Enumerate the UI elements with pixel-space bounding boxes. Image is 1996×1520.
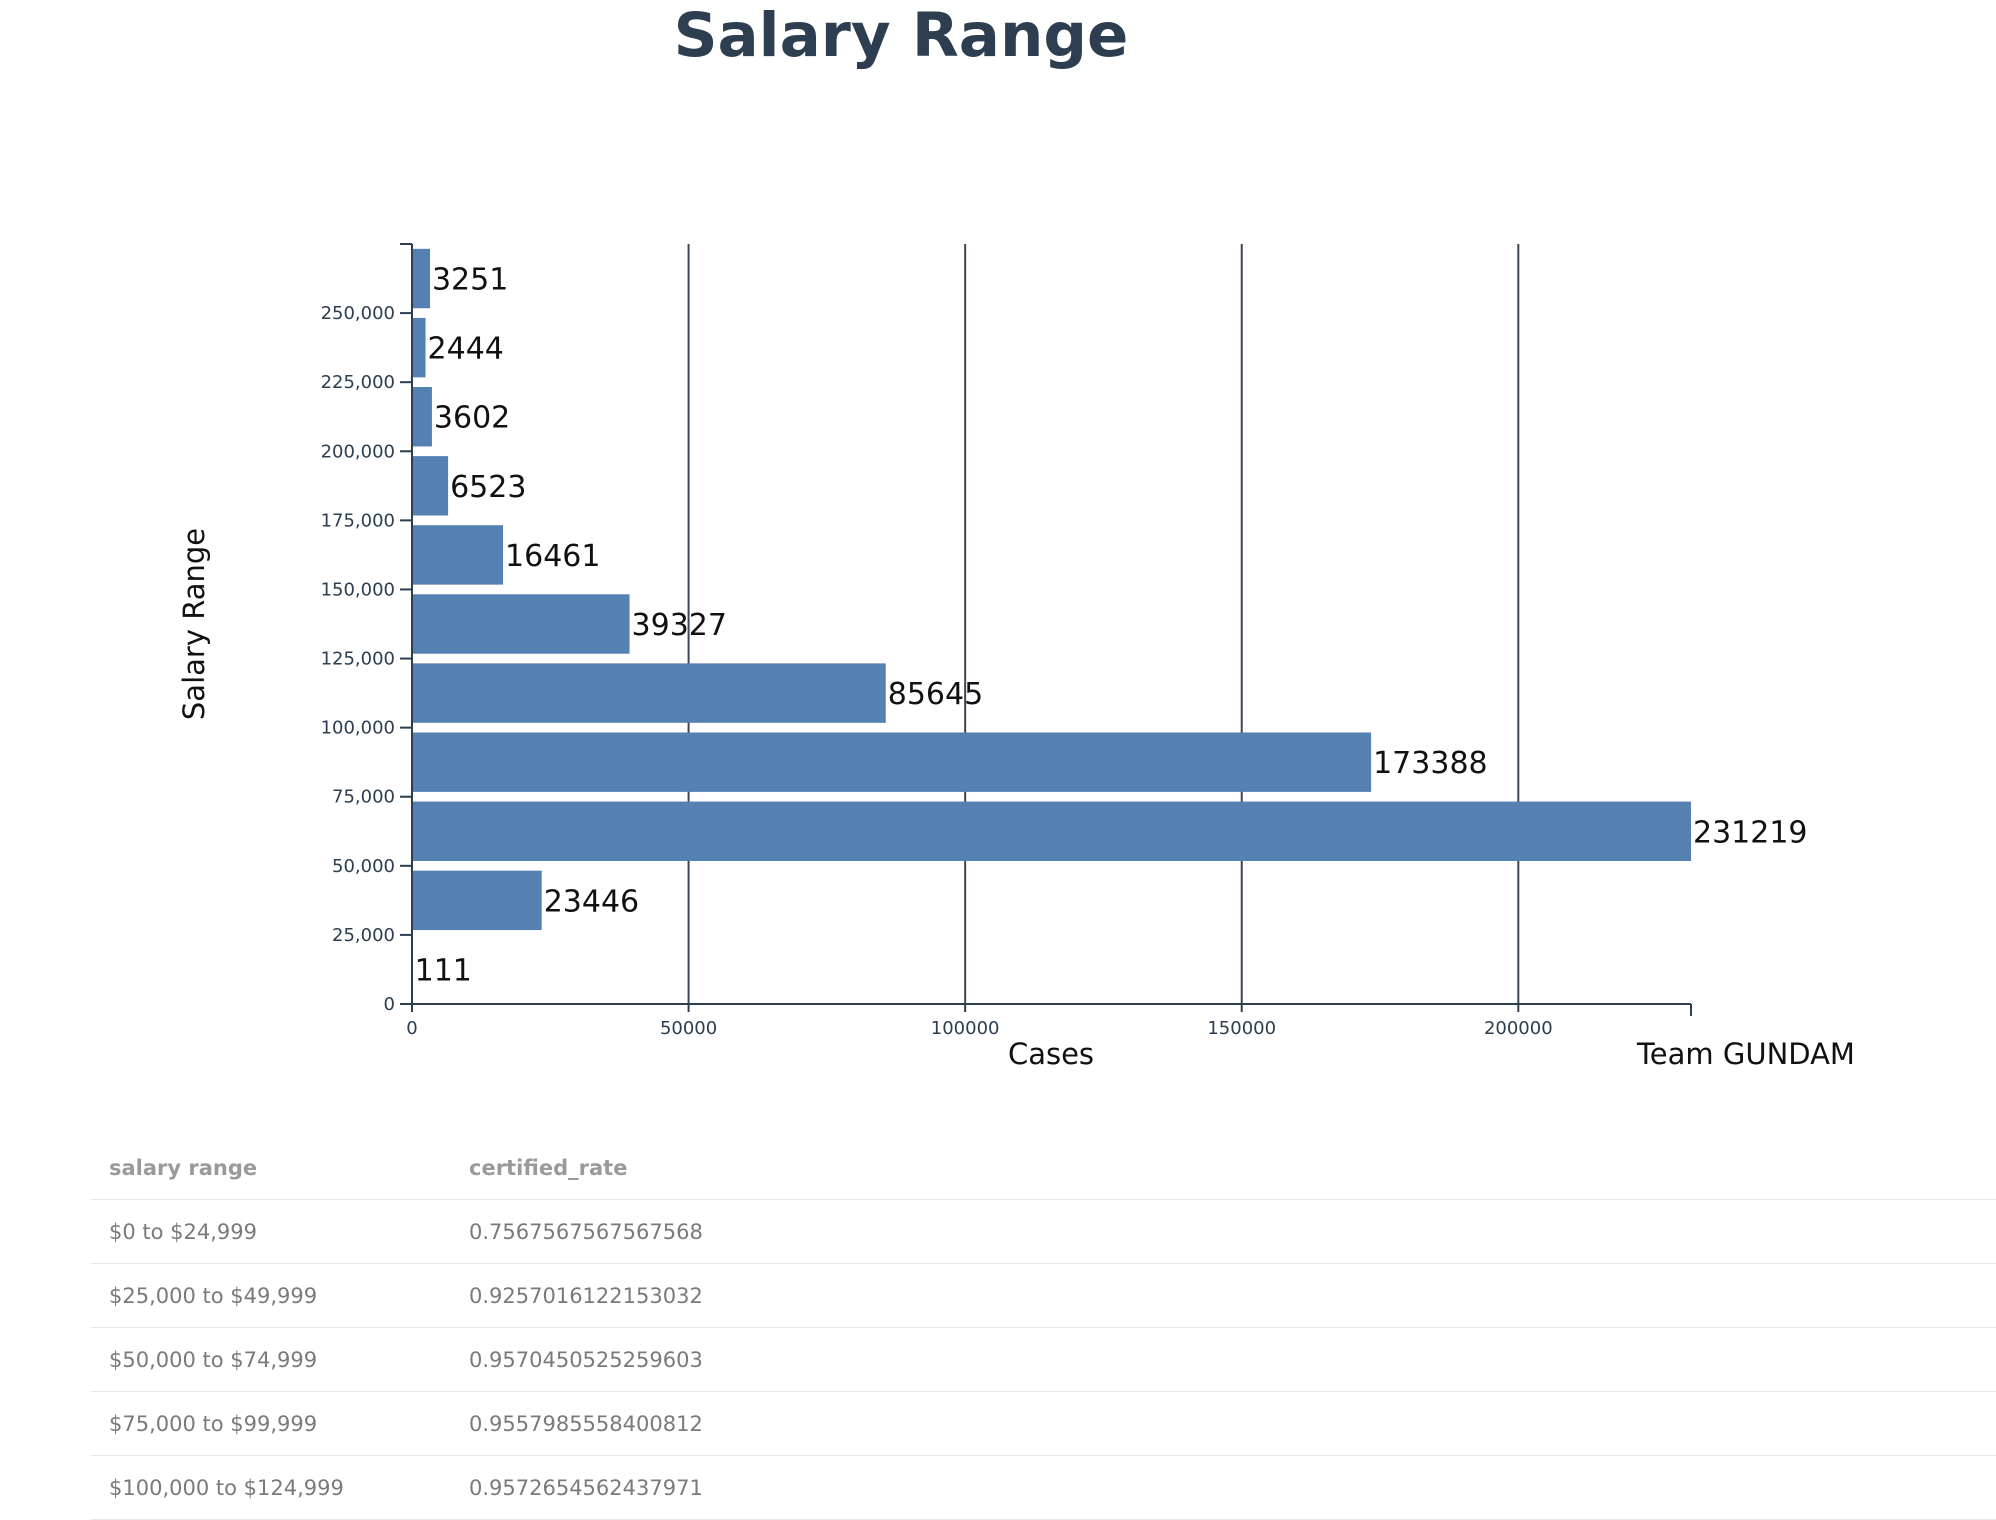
bar-value-label: 39327 <box>632 608 727 643</box>
bar <box>412 801 1691 861</box>
bar-value-label: 23446 <box>544 884 639 919</box>
bar <box>412 317 426 378</box>
axes: 0 50000 100000 150000 200000 0 25,000 50,000 75,… <box>321 243 1692 1039</box>
column-header-certified-rate: certified_rate <box>451 1136 1996 1200</box>
bar-value-label: 3602 <box>434 401 510 436</box>
y-tick-label: 75,000 <box>332 787 395 808</box>
salary-range-cell: $100,000 to $124,999 <box>91 1455 451 1520</box>
bar-value-label: 231219 <box>1693 815 1808 850</box>
x-tick-label: 200000 <box>1484 1018 1553 1039</box>
y-tick-label: 200,000 <box>321 441 395 462</box>
x-tick-label: 0 <box>406 1018 417 1039</box>
bar <box>412 870 542 931</box>
salary-range-cell: $0 to $24,999 <box>91 1199 451 1264</box>
y-tick-label: 175,000 <box>321 510 395 531</box>
bar-value-label: 16461 <box>505 539 600 574</box>
page-title: Salary Range <box>673 0 1129 71</box>
y-tick-label: 250,000 <box>321 303 395 324</box>
y-tick-label: 0 <box>384 994 395 1015</box>
bar-value-label: 111 <box>415 953 472 988</box>
table-row: $50,000 to $74,999 0.9570450525259603 <box>91 1327 1996 1392</box>
bar-value-label: 85645 <box>888 677 983 712</box>
y-tick-label: 150,000 <box>321 579 395 600</box>
table-row: $0 to $24,999 0.7567567567567568 <box>91 1199 1996 1264</box>
y-tick-label: 125,000 <box>321 649 395 670</box>
salary-range-cell: $25,000 to $49,999 <box>91 1263 451 1328</box>
y-tick-label: 50,000 <box>332 856 395 877</box>
bar <box>412 456 449 516</box>
x-tick-label: 150000 <box>1207 1018 1276 1039</box>
certified-rate-cell: 0.9572654562437971 <box>451 1455 1996 1520</box>
x-axis-title: Cases <box>1008 1037 1094 1071</box>
bar <box>412 663 886 723</box>
salary-range-cell: $50,000 to $74,999 <box>91 1327 451 1392</box>
certified-rate-cell: 0.9570450525259603 <box>451 1327 1996 1392</box>
certified-rate-table: salary range certified_rate $0 to $24,99… <box>91 1136 1996 1520</box>
bar-value-label: 6523 <box>450 470 526 505</box>
certified-rate-cell: 0.7567567567567568 <box>451 1199 1996 1264</box>
grid-lines <box>687 244 1520 1004</box>
x-tick-label: 50000 <box>660 1018 717 1039</box>
column-header-salary-range: salary range <box>91 1136 451 1200</box>
bar-value-label: 173388 <box>1373 746 1488 781</box>
bar <box>412 387 432 447</box>
table-header-row: salary range certified_rate <box>91 1136 1996 1200</box>
bar <box>412 732 1372 792</box>
bar <box>412 594 630 654</box>
bar <box>412 525 504 585</box>
y-axis-title: Salary Range <box>177 528 211 720</box>
table-row: $100,000 to $124,999 0.9572654562437971 <box>91 1455 1996 1520</box>
certified-rate-cell: 0.9257016122153032 <box>451 1263 1996 1328</box>
certified-rate-cell: 0.9557985558400812 <box>451 1391 1996 1456</box>
data-labels: 111 23446 231219 173388 85645 39327 16461 6523 3… <box>415 263 1808 989</box>
bars <box>412 248 1691 1000</box>
y-tick-label: 225,000 <box>321 372 395 393</box>
y-tick-label: 100,000 <box>321 718 395 739</box>
bar-value-label: 2444 <box>428 332 504 367</box>
salary-range-bar-chart: 0 50000 100000 150000 200000 0 25,000 50,000 75,… <box>177 243 1855 1071</box>
y-tick-label: 25,000 <box>332 925 395 946</box>
salary-range-cell: $75,000 to $99,999 <box>91 1391 451 1456</box>
bar <box>412 248 430 309</box>
bar-value-label: 3251 <box>432 263 508 298</box>
credit-label: Team GUNDAM <box>1636 1037 1855 1071</box>
table-row: $75,000 to $99,999 0.9557985558400812 <box>91 1391 1996 1456</box>
table-row: $25,000 to $49,999 0.9257016122153032 <box>91 1263 1996 1328</box>
x-tick-label: 100000 <box>931 1018 1000 1039</box>
